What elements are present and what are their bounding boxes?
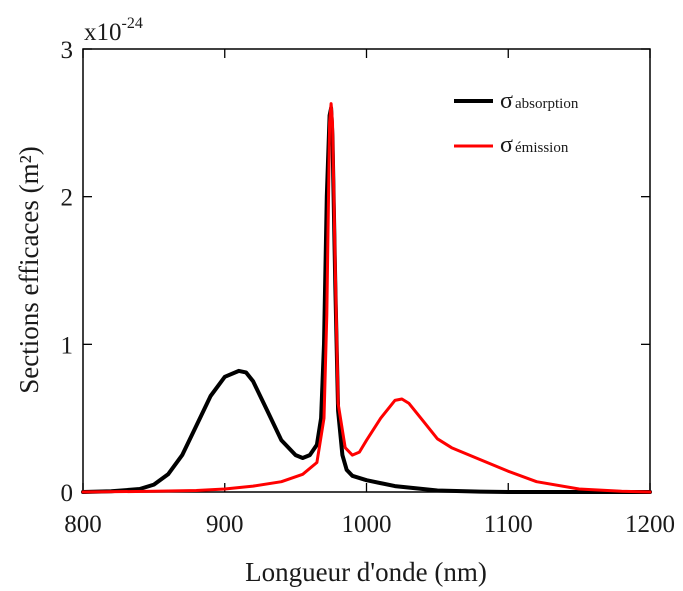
- axis-ticks: [82, 48, 651, 493]
- y-tick-label: 3: [61, 37, 74, 64]
- x-tick-label: 900: [206, 511, 244, 538]
- x-tick-label: 1000: [342, 511, 392, 538]
- y-axis-multiplier: x10-24: [84, 15, 143, 46]
- series-line-emission: [81, 102, 652, 494]
- x-axis-label: Longueur d'onde (nm): [245, 557, 487, 587]
- plot-frame: [82, 48, 651, 493]
- legend-sigma-absorption: σ: [500, 88, 513, 114]
- y-tick-label: 1: [61, 332, 74, 359]
- series-lines: [81, 102, 652, 494]
- multiplier-base: x10: [84, 19, 122, 46]
- y-axis-label: Sections efficaces (m²): [14, 146, 44, 394]
- legend-sigma-emission: σ: [500, 132, 513, 158]
- multiplier-exponent: -24: [122, 15, 143, 32]
- x-tick-label: 1200: [625, 511, 675, 538]
- legend-label-emission: émission: [515, 140, 569, 156]
- series-line-absorption: [81, 106, 652, 494]
- x-tick-label: 1100: [484, 511, 533, 538]
- y-tick-label: 0: [61, 480, 74, 507]
- legend-label-absorption: absorption: [515, 96, 579, 112]
- legend: σ absorption σ émission: [454, 88, 579, 158]
- x-tick-label: 800: [64, 511, 102, 538]
- y-tick-label: 2: [61, 185, 74, 212]
- axis-tick-labels: 800 900 1000 1100 1200 0 1 2 3: [61, 37, 676, 538]
